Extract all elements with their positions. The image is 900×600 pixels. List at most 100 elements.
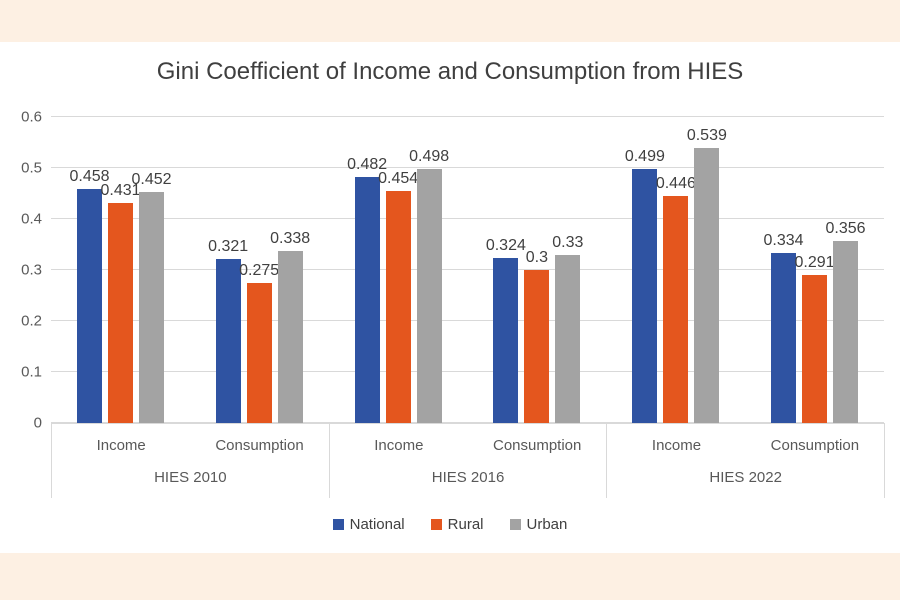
bar-value-label: 0.446 xyxy=(655,174,696,192)
axis-group: Income Consumption HIES 2010 xyxy=(52,424,330,498)
bar-series-area: 0.458 0.431 0.452 0.321 0.275 0.338 0.482 0.454… xyxy=(51,117,884,423)
bar-value-label: 0.324 xyxy=(485,236,526,254)
bar-value-label: 0.321 xyxy=(208,238,249,256)
bar-slot: 0.458 xyxy=(69,117,110,423)
bar-urban: 0.452 xyxy=(131,171,172,423)
y-axis-tick-label: 0.5 xyxy=(21,159,42,177)
axis-group: Income Consumption HIES 2016 xyxy=(330,424,608,498)
plot-area xyxy=(51,116,884,423)
bar-slot: 0.454 xyxy=(378,117,418,423)
gridline xyxy=(51,319,884,321)
chart-title: Gini Coefficient of Income and Consumpti… xyxy=(156,58,744,85)
category-label-row: Income Consumption xyxy=(330,424,607,458)
bar-cluster: 0.482 0.454 0.498 xyxy=(347,117,449,423)
bar-value-label: 0.291 xyxy=(794,253,835,271)
group-label: HIES 2022 xyxy=(709,469,782,487)
y-axis-tick-label: 0.3 xyxy=(21,261,42,279)
legend-label: Urban xyxy=(526,516,568,533)
category-label-row: Income Consumption xyxy=(607,424,884,458)
y-axis-tick-label: 0.2 xyxy=(21,312,42,330)
bar-cluster: 0.499 0.446 0.539 xyxy=(625,117,727,423)
category-label: Income xyxy=(651,437,702,454)
bar-value-label: 0.499 xyxy=(624,147,665,165)
bar-slot: 0.321 xyxy=(208,117,248,423)
legend-item: Rural xyxy=(430,516,484,533)
legend: National Rural Urban xyxy=(0,516,900,533)
bar-group: 0.458 0.431 0.452 0.321 0.275 0.338 xyxy=(51,117,329,423)
bar-slot: 0.3 xyxy=(524,117,550,423)
bottom-background-band xyxy=(0,553,900,600)
bar-urban: 0.33 xyxy=(552,234,583,423)
bar-cluster: 0.458 0.431 0.452 xyxy=(69,117,172,423)
gridline xyxy=(51,371,884,372)
bar-slot: 0.431 xyxy=(100,117,141,423)
bar-national: 0.321 xyxy=(208,238,248,423)
bar-group: 0.499 0.446 0.539 0.334 0.291 0.356 xyxy=(606,117,884,423)
bar-urban: 0.356 xyxy=(825,220,866,423)
bar-slot: 0.539 xyxy=(687,117,727,423)
gridline xyxy=(51,422,884,423)
bar-national: 0.499 xyxy=(625,148,665,423)
bar-rural: 0.431 xyxy=(100,182,141,423)
bar-urban: 0.498 xyxy=(409,148,449,423)
bar-rural: 0.3 xyxy=(524,249,550,423)
legend-swatch-national xyxy=(332,519,344,530)
bar-slot: 0.338 xyxy=(270,117,310,423)
bar-value-label: 0.338 xyxy=(270,229,311,247)
legend-label: National xyxy=(349,516,405,533)
bar-value-label: 0.482 xyxy=(347,156,388,174)
bar-national: 0.334 xyxy=(763,232,804,423)
bar-national: 0.482 xyxy=(347,156,387,423)
gridline xyxy=(51,116,884,117)
legend-label: Rural xyxy=(447,516,484,533)
gridline xyxy=(51,166,884,168)
legend-swatch-rural xyxy=(430,519,442,530)
bar-slot: 0.356 xyxy=(825,117,866,423)
top-background-band xyxy=(0,0,900,42)
gridline xyxy=(51,269,884,270)
y-axis-tick-label: 0.6 xyxy=(21,108,42,126)
legend-swatch-urban xyxy=(509,519,521,530)
bar-slot: 0.499 xyxy=(625,117,665,423)
bar-value-label: 0.498 xyxy=(409,148,450,166)
bar-national: 0.324 xyxy=(486,237,526,423)
bar-cluster: 0.324 0.3 0.33 xyxy=(486,117,583,423)
bar-rural: 0.275 xyxy=(239,262,279,423)
bar-cluster: 0.334 0.291 0.356 xyxy=(763,117,866,423)
bar-rural: 0.446 xyxy=(656,175,696,423)
bar-slot: 0.498 xyxy=(409,117,449,423)
bar-group: 0.482 0.454 0.498 0.324 0.3 0.33 xyxy=(329,117,607,423)
bar-urban: 0.539 xyxy=(687,127,727,423)
group-label: HIES 2010 xyxy=(154,469,227,487)
bar-slot: 0.275 xyxy=(239,117,279,423)
bar-slot: 0.324 xyxy=(486,117,526,423)
legend-item: National xyxy=(332,516,405,533)
category-label-row: Income Consumption xyxy=(52,424,329,458)
category-label: Income xyxy=(96,437,146,454)
bar-value-label: 0.356 xyxy=(825,220,866,238)
category-axis: Income Consumption HIES 2010 Income Consumpt… xyxy=(51,423,886,498)
legend-item: Urban xyxy=(509,516,568,533)
bar-slot: 0.452 xyxy=(131,117,172,423)
gridline xyxy=(51,217,884,219)
bar-value-label: 0.454 xyxy=(378,170,419,188)
bar-national: 0.458 xyxy=(69,168,110,423)
bar-rural: 0.291 xyxy=(794,254,835,423)
bar-value-label: 0.334 xyxy=(763,231,804,249)
bar-slot: 0.334 xyxy=(763,117,804,423)
bar-cluster: 0.321 0.275 0.338 xyxy=(208,117,310,423)
bar-value-label: 0.275 xyxy=(239,261,280,279)
y-axis-tick-label: 0 xyxy=(33,414,42,432)
bar-slot: 0.446 xyxy=(656,117,696,423)
bar-value-label: 0.431 xyxy=(100,182,141,200)
bar-value-label: 0.458 xyxy=(69,168,110,186)
category-label: Consumption xyxy=(215,437,304,454)
bar-slot: 0.291 xyxy=(794,117,835,423)
y-axis: 0.6 0.5 0.4 0.3 0.2 0.1 0 xyxy=(0,109,42,432)
bar-value-label: 0.539 xyxy=(686,127,727,145)
y-axis-tick-label: 0.1 xyxy=(21,363,42,381)
bar-urban: 0.338 xyxy=(270,230,310,423)
bar-value-label: 0.3 xyxy=(525,249,548,266)
axis-group: Income Consumption HIES 2022 xyxy=(607,424,886,498)
